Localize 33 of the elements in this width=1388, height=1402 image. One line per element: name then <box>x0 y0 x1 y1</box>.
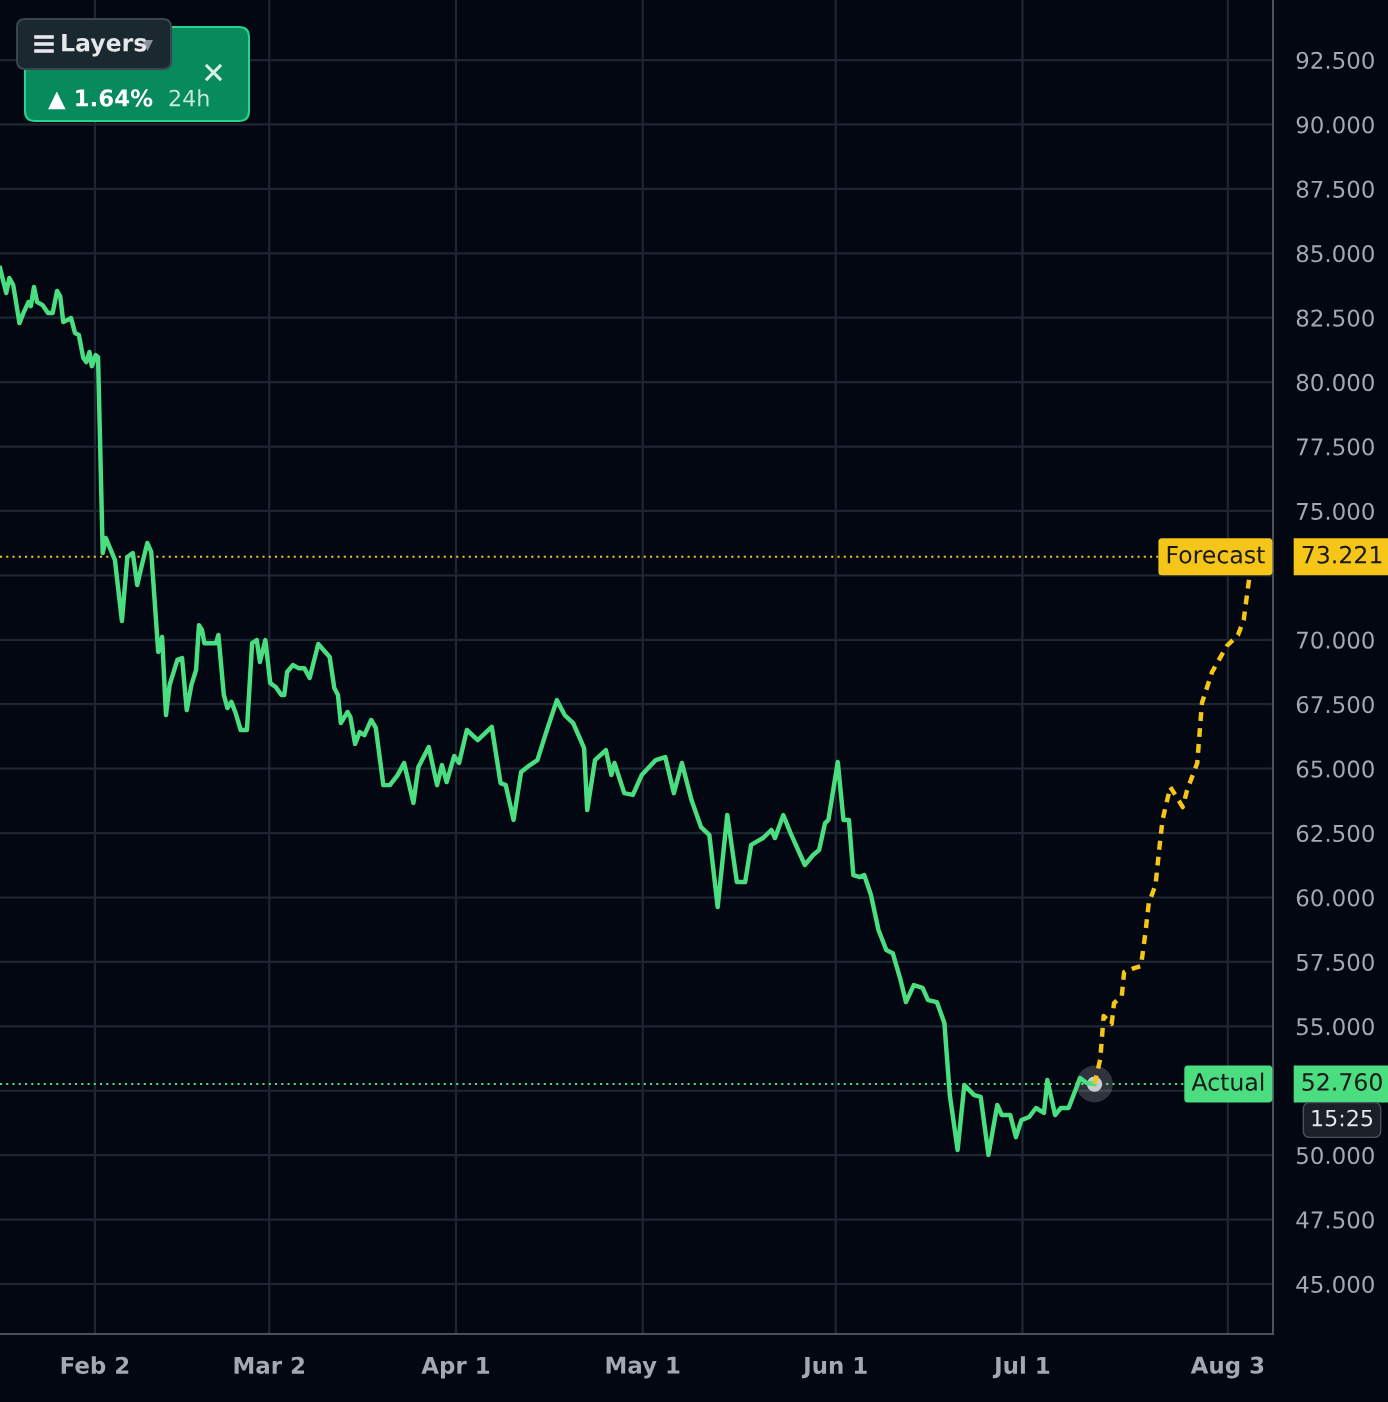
x-tick-label: Apr 1 <box>421 1356 490 1379</box>
annotation: 52.760 <box>1302 1073 1382 1091</box>
annotation: 24h <box>169 89 209 107</box>
y-tick-label: 45.000 <box>1296 1275 1374 1294</box>
y-tick-label: 87.500 <box>1296 180 1374 198</box>
y-tick-label: 62.500 <box>1296 824 1374 843</box>
ref-line-label: Forecast <box>1167 546 1265 564</box>
x-tick-label: Aug 3 <box>1190 1356 1264 1379</box>
text: 15:25 <box>1312 1109 1373 1127</box>
x-tick-label: Jul 1 <box>992 1356 1050 1379</box>
y-tick-label: 80.000 <box>1296 373 1374 392</box>
y-tick-label: 50.000 <box>1296 1146 1374 1165</box>
y-tick-label: 77.500 <box>1297 438 1374 456</box>
x-tick-label: Mar 2 <box>234 1356 304 1374</box>
y-tick-label: 60.000 <box>1296 889 1374 907</box>
annotation: ▲ 1.64% <box>48 89 153 110</box>
y-tick-label: 57.500 <box>1296 953 1374 971</box>
x-tick-label: Feb 2 <box>61 1356 129 1374</box>
annotation: 73.221 <box>1302 545 1382 564</box>
y-tick-label: 47.500 <box>1296 1211 1374 1229</box>
x-tick-label: Jun 1 <box>801 1356 867 1379</box>
y-tick-label: 67.500 <box>1296 695 1374 714</box>
y-tick-label: 90.000 <box>1296 116 1374 134</box>
annotation: Layers <box>62 34 147 57</box>
ref-line-label: Actual <box>1191 1072 1264 1091</box>
y-tick-label: 70.000 <box>1297 631 1374 649</box>
y-tick-label: 92.500 <box>1296 51 1374 70</box>
y-tick-label: 75.000 <box>1297 502 1374 521</box>
y-tick-label: 85.000 <box>1296 245 1374 263</box>
y-tick-label: 82.500 <box>1296 309 1374 327</box>
y-tick-label: 55.000 <box>1296 1018 1374 1036</box>
y-tick-label: 65.000 <box>1296 760 1374 778</box>
x-tick-label: May 1 <box>606 1356 680 1379</box>
